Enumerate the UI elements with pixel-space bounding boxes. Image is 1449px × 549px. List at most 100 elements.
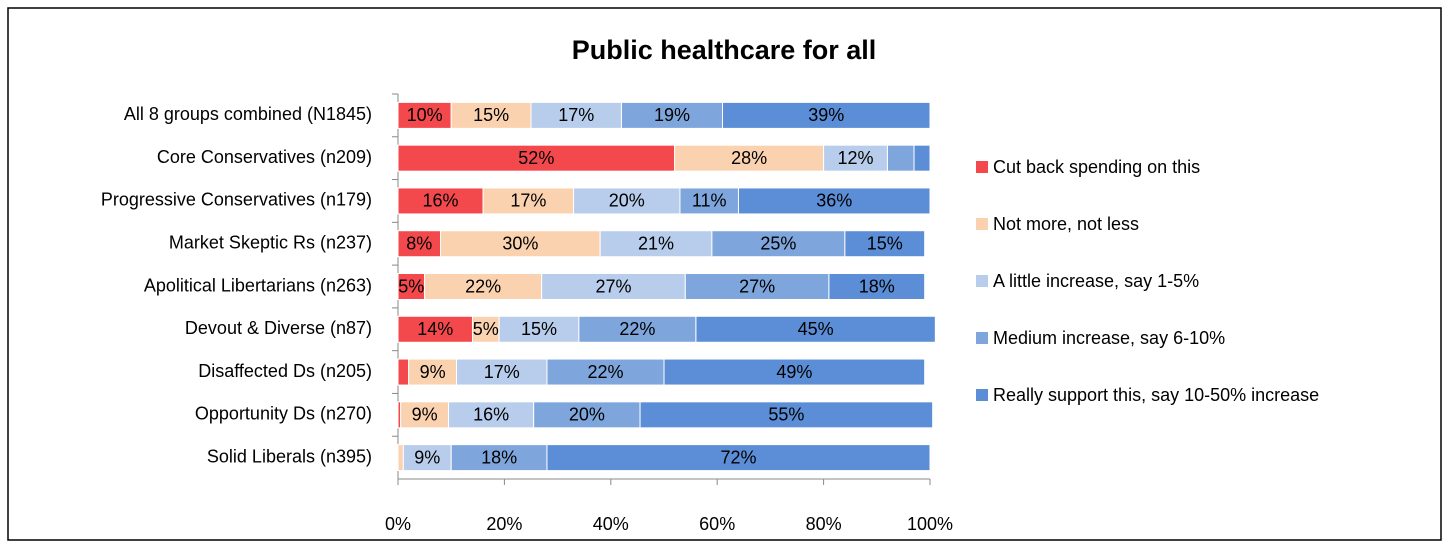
data-label: 45% (798, 319, 834, 339)
data-label: 20% (569, 405, 605, 425)
data-label: 9% (414, 447, 440, 467)
data-label: 8% (406, 233, 432, 253)
legend-label: Cut back spending on this (993, 157, 1200, 177)
bar-segment (498, 315, 580, 343)
bar-segment (397, 101, 452, 129)
bar-segment (450, 444, 548, 472)
y-tick-label: Opportunity Ds (n270) (195, 404, 372, 424)
bar-segment (722, 101, 931, 129)
data-label: 52% (518, 148, 554, 168)
data-label: 14% (417, 319, 453, 339)
data-label: 15% (473, 105, 509, 125)
bar-segment (828, 273, 926, 300)
x-tick-label: 40% (593, 514, 629, 534)
legend-swatch (976, 389, 988, 401)
data-label: 17% (558, 105, 594, 125)
data-label: 27% (595, 276, 631, 296)
x-tick-label: 0% (385, 514, 411, 534)
data-label: 72% (720, 447, 756, 467)
data-label: 18% (481, 447, 517, 467)
data-label: 39% (808, 105, 844, 125)
data-label: 17% (484, 362, 520, 382)
y-tick-label: Core Conservatives (n209) (157, 147, 372, 167)
data-label: 55% (768, 405, 804, 425)
bar-segment (679, 187, 739, 215)
data-label: 9% (420, 362, 446, 382)
bar-segment (639, 401, 934, 429)
bar-segment (674, 144, 825, 172)
x-tick-label: 20% (486, 514, 522, 534)
bar-segment (400, 401, 450, 429)
data-label: 10% (407, 105, 443, 125)
data-label: 16% (423, 191, 459, 211)
data-label: 27% (739, 276, 775, 296)
data-label: 5% (398, 276, 424, 296)
legend-label: A little increase, say 1-5% (993, 271, 1199, 291)
bar-segment (482, 187, 575, 215)
bar-segment (471, 315, 500, 343)
bar-segment (711, 230, 846, 258)
data-label: 15% (521, 319, 557, 339)
data-label: 25% (760, 233, 796, 253)
bar-segment (573, 187, 681, 215)
bar-segment (886, 144, 915, 172)
y-tick-label: Disaffected Ds (n205) (198, 361, 372, 381)
bar-segment (541, 273, 686, 300)
data-label: 12% (838, 148, 874, 168)
data-label: 18% (859, 276, 895, 296)
data-label: 30% (502, 233, 538, 253)
bar-segment (397, 230, 442, 258)
bar-segment (546, 444, 931, 472)
bar-segment (844, 230, 926, 258)
data-label: 22% (619, 319, 655, 339)
bar-segment (440, 230, 601, 258)
bar-segment (546, 358, 665, 386)
bar-segment (913, 144, 931, 172)
bar-segment (695, 315, 936, 343)
x-tick-label: 100% (907, 514, 953, 534)
legend-swatch (976, 332, 988, 344)
legend-label: Medium increase, say 6-10% (993, 328, 1225, 348)
data-label: 11% (692, 191, 727, 211)
legend-label: Not more, not less (993, 214, 1139, 234)
bar-segment (397, 273, 426, 300)
legend-label: Really support this, say 10-50% increase (993, 385, 1319, 405)
data-label: 28% (731, 148, 767, 168)
data-label: 49% (776, 362, 812, 382)
data-label: 21% (638, 233, 674, 253)
y-tick-label: Market Skeptic Rs (n237) (169, 232, 372, 252)
data-label: 5% (473, 319, 499, 339)
bar-segment (402, 444, 452, 472)
data-label: 19% (654, 105, 690, 125)
bar-segment (578, 315, 697, 343)
y-tick-label: Solid Liberals (n395) (207, 446, 372, 466)
legend-swatch (976, 218, 988, 230)
x-tick-label: 60% (699, 514, 735, 534)
legend-swatch (976, 161, 988, 173)
data-label: 22% (465, 276, 501, 296)
bar-segment (397, 358, 410, 386)
bar-segment (397, 444, 404, 472)
data-label: 17% (510, 191, 546, 211)
y-tick-label: Apolitical Libertarians (n263) (144, 275, 372, 295)
bar-segment (599, 230, 713, 258)
x-tick-label: 80% (806, 514, 842, 534)
data-label: 16% (473, 405, 509, 425)
legend-swatch (976, 275, 988, 287)
bar-segment (408, 358, 458, 386)
bar-segment (530, 101, 622, 129)
data-label: 9% (412, 405, 438, 425)
data-label: 36% (816, 191, 852, 211)
chart-title: Public healthcare for all (572, 35, 877, 65)
y-tick-label: All 8 groups combined (N1845) (124, 104, 372, 124)
data-label: 15% (867, 233, 903, 253)
y-tick-label: Devout & Diverse (n87) (185, 318, 372, 338)
bar-segment (397, 144, 676, 172)
bar-segment (620, 101, 724, 129)
bar-segment (450, 101, 532, 129)
bar-segment (823, 144, 888, 172)
data-label: 20% (609, 191, 645, 211)
bar-segment (397, 315, 473, 343)
bar-segment (737, 187, 931, 215)
